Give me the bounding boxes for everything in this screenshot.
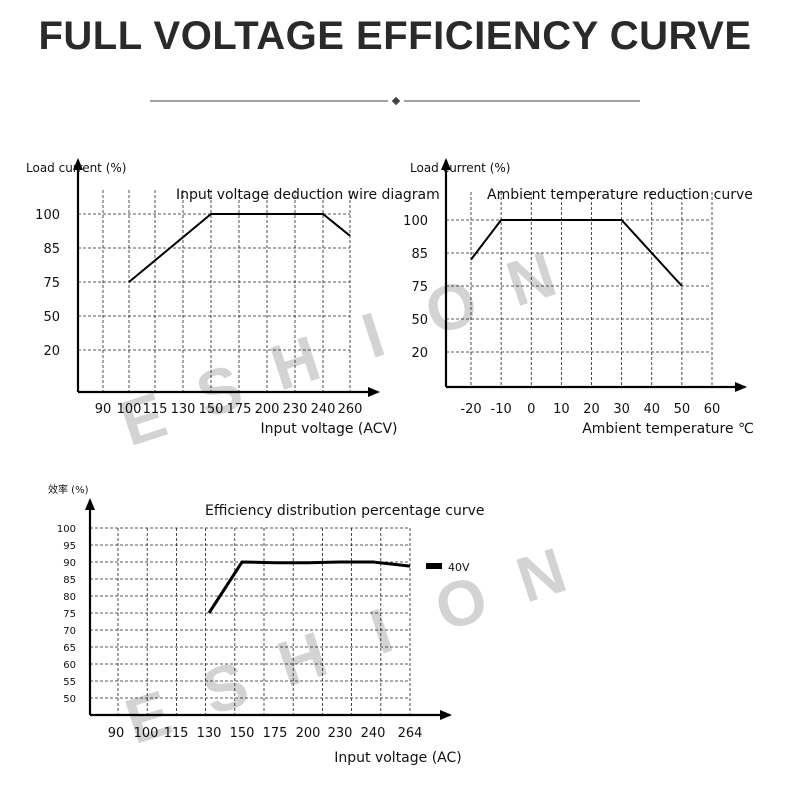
- y-axis-arrow: [85, 498, 95, 510]
- x-tick-label: -20: [460, 402, 481, 417]
- x-tick-label: 115: [164, 726, 189, 741]
- y-tick-label: 90: [63, 558, 76, 569]
- x-tick-label: 40: [643, 402, 660, 417]
- x-tick-label: 175: [227, 402, 252, 417]
- x-axis-arrow: [368, 387, 380, 397]
- series-line: [207, 560, 411, 614]
- y-tick-label: 100: [57, 524, 76, 535]
- y-tick-label: 60: [63, 660, 76, 671]
- x-tick-label: 130: [197, 726, 222, 741]
- chart-title: Efficiency distribution percentage curve: [205, 503, 485, 519]
- watermark-letter: S: [188, 350, 251, 432]
- x-tick-label: 30: [613, 402, 630, 417]
- x-axis-label: Input voltage (ACV): [260, 421, 397, 437]
- legend-swatch: [426, 563, 442, 569]
- y-tick-label: 80: [63, 592, 76, 603]
- x-tick-label: 20: [583, 402, 600, 417]
- x-tick-label: 240: [361, 726, 386, 741]
- y-tick-label: 85: [63, 575, 76, 586]
- watermark-letter: S: [194, 647, 257, 729]
- x-axis-arrow: [440, 710, 452, 720]
- y-tick-label: 55: [63, 677, 76, 688]
- x-tick-label: 150: [230, 726, 255, 741]
- x-tick-label: 90: [108, 726, 125, 741]
- y-tick-label: 95: [63, 541, 76, 552]
- y-tick-label: 75: [411, 280, 428, 295]
- y-tick-label: 65: [63, 643, 76, 654]
- y-tick-label: 50: [63, 694, 76, 705]
- x-tick-label: 60: [704, 402, 721, 417]
- title-divider: [150, 96, 640, 106]
- x-tick-label: 240: [311, 402, 336, 417]
- watermark-letter: N: [508, 534, 574, 617]
- x-tick-label: 50: [674, 402, 691, 417]
- y-axis-arrow: [73, 158, 83, 170]
- x-tick-label: 130: [171, 402, 196, 417]
- watermark-letter: O: [426, 561, 496, 645]
- x-axis-label: Input voltage (AC): [334, 750, 462, 766]
- x-tick-label: 260: [338, 402, 363, 417]
- x-tick-label: 264: [398, 726, 423, 741]
- legend-label: 40V: [448, 561, 470, 574]
- y-tick-label: 50: [43, 310, 60, 325]
- x-tick-label: 175: [263, 726, 288, 741]
- x-tick-label: 90: [95, 402, 112, 417]
- y-tick-label: 100: [403, 214, 428, 229]
- x-tick-label: 100: [134, 726, 159, 741]
- x-tick-label: -10: [491, 402, 512, 417]
- series-line: [128, 213, 351, 283]
- x-tick-label: 200: [296, 726, 321, 741]
- y-axis-label: Load current (%): [410, 161, 510, 175]
- y-axis-label: Load current (%): [26, 161, 126, 175]
- x-tick-label: 230: [283, 402, 308, 417]
- x-tick-label: 230: [328, 726, 353, 741]
- x-tick-label: 200: [255, 402, 280, 417]
- watermark-letter: N: [498, 238, 564, 321]
- y-tick-label: 50: [411, 313, 428, 328]
- y-tick-label: 85: [411, 247, 428, 262]
- chart-title: Ambient temperature reduction curve: [487, 187, 753, 203]
- x-tick-label: 0: [527, 402, 535, 417]
- chart-efficiency-distribution: 效率 (%) Efficiency distribution percentage…: [48, 483, 485, 766]
- watermark-letter: E: [117, 676, 180, 758]
- series-line: [470, 219, 683, 287]
- page-title: FULL VOLTAGE EFFICIENCY CURVE: [38, 14, 752, 58]
- y-tick-label: 85: [43, 242, 60, 257]
- x-axis-label: Ambient temperature ℃: [582, 421, 754, 437]
- x-tick-label: 150: [199, 402, 224, 417]
- watermark-letter: I: [362, 594, 401, 668]
- x-tick-label: 100: [117, 402, 142, 417]
- y-tick-label: 75: [43, 276, 60, 291]
- chart-ambient-temperature-reduction: Load current (%) Ambient temperature redu…: [403, 158, 754, 437]
- y-tick-label: 75: [63, 609, 76, 620]
- y-tick-label: 70: [63, 626, 76, 637]
- x-axis-arrow: [735, 382, 747, 392]
- watermark-letter: E: [112, 378, 175, 460]
- y-tick-label: 20: [43, 344, 60, 359]
- y-axis-arrow: [441, 158, 451, 170]
- watermark-letter: O: [416, 265, 486, 349]
- y-axis-label: 效率 (%): [48, 483, 89, 496]
- chart-title: Input voltage deduction wire diagram: [176, 187, 440, 203]
- x-tick-label: 10: [553, 402, 570, 417]
- x-tick-label: 115: [143, 402, 168, 417]
- chart-input-voltage-deduction: Load current (%) Input voltage deduction …: [26, 158, 440, 437]
- watermark-letter: I: [354, 298, 393, 372]
- y-tick-label: 20: [411, 346, 428, 361]
- y-tick-label: 100: [35, 208, 60, 223]
